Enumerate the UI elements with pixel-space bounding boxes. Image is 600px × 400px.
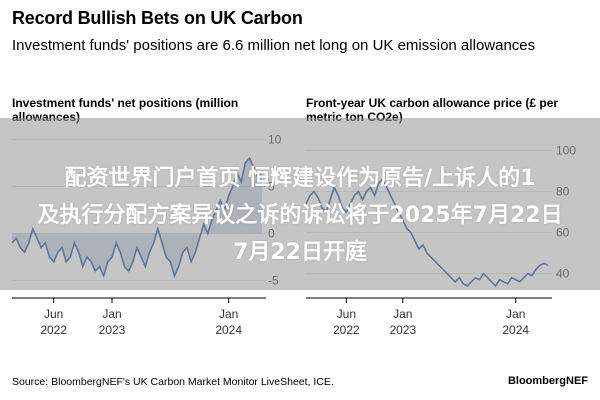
overlay-line-1: 配资世界门户首页 恒辉建设作为原告/上诉人的1 — [64, 166, 536, 191]
source-note: Source: BloombergNEF's UK Carbon Market … — [12, 376, 334, 388]
x-tick-label: Jun — [337, 307, 356, 321]
x-tick-label: 2023 — [99, 323, 126, 337]
x-tick-label: 2023 — [389, 323, 416, 337]
x-tick-label: 2022 — [40, 323, 67, 337]
x-tick-label: Jun — [44, 307, 63, 321]
overlay-line-2: 及执行分配方案异议之诉的诉讼将于2025年7月22日 — [37, 203, 563, 228]
x-tick-label: Jan — [219, 307, 238, 321]
page-title: Record Bullish Bets on UK Carbon — [12, 8, 303, 28]
x-tick-label: 2022 — [333, 323, 360, 337]
overlay-line-3: 7月22日开庭 — [233, 240, 367, 265]
x-tick-label: Jan — [102, 307, 121, 321]
overlay-text: 配资世界门户首页 恒辉建设作为原告/上诉人的1 及执行分配方案异议之诉的诉讼将于… — [0, 160, 600, 271]
brand-logo: BloombergNEF — [507, 375, 588, 387]
page-subtitle: Investment funds' positions are 6.6 mill… — [12, 37, 536, 54]
overlay-banner — [0, 118, 600, 290]
x-tick-label: 2024 — [215, 323, 242, 337]
x-tick-label: Jan — [506, 307, 525, 321]
x-tick-label: 2024 — [502, 323, 529, 337]
x-tick-label: Jan — [393, 307, 412, 321]
